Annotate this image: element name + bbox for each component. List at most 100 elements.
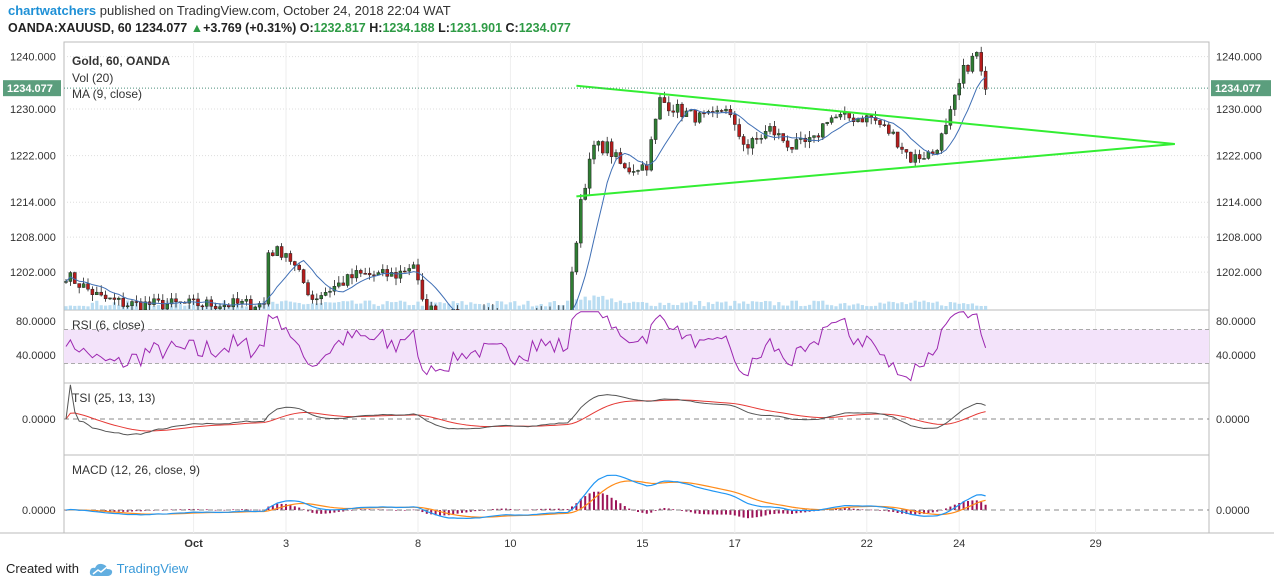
author-link[interactable]: chartwatchers [8, 3, 97, 18]
candle-body [540, 313, 543, 320]
candle-body [618, 152, 623, 164]
volume-bar [715, 301, 719, 310]
volume-bar [869, 306, 873, 310]
candle-body [367, 273, 372, 276]
volume-bar [297, 302, 301, 310]
candle-body [667, 102, 671, 112]
macd-histogram-bar [439, 510, 441, 516]
volume-bar [882, 303, 886, 310]
volume-bar [786, 305, 790, 310]
macd-histogram-bar [179, 509, 182, 511]
macd-histogram-bar [205, 509, 208, 511]
candle-body [398, 270, 403, 279]
candle-body [275, 246, 279, 256]
macd-histogram-bar [131, 510, 133, 512]
macd-histogram-bar [786, 510, 789, 514]
macd-histogram-bar [223, 509, 226, 511]
volume-bar [610, 298, 614, 310]
candle-body [425, 299, 429, 310]
candle-body [574, 242, 579, 273]
candle-body [389, 272, 394, 277]
macd-histogram-bar [447, 510, 450, 516]
volume-bar [742, 301, 746, 310]
candle-body [614, 152, 618, 157]
candle-body [640, 164, 645, 171]
macd-histogram-bar [927, 510, 930, 513]
tradingview-brand[interactable]: TradingView [116, 561, 189, 576]
macd-histogram-bar [769, 510, 771, 515]
volume-bar [394, 301, 398, 310]
volume-bar [183, 305, 187, 310]
volume-bar [667, 302, 671, 310]
volume-bar [504, 304, 508, 310]
macd-histogram-bar [403, 510, 406, 511]
volume-bar [447, 303, 451, 310]
candle-body [970, 55, 975, 72]
candle-body [544, 313, 547, 316]
volume-bar [913, 300, 917, 310]
volume-bar [530, 306, 534, 310]
candle-body [623, 163, 627, 169]
candle-body [645, 164, 649, 171]
volume-bar [654, 306, 658, 310]
candle-body [478, 315, 481, 321]
volume-bar [284, 300, 288, 310]
candle-body [518, 319, 521, 322]
chart-area[interactable]: 1240.000 1240.000 1230.000 1230.000 1222.000… [0, 38, 1274, 559]
rsi-title: RSI (6, close) [72, 318, 145, 332]
volume-bar [517, 305, 521, 310]
macd-histogram-bar [777, 510, 780, 514]
volume-bar [830, 305, 834, 310]
macd-histogram-bar [839, 507, 842, 511]
volume-bar [192, 302, 196, 310]
rsi-line [65, 311, 987, 382]
volume-bar [768, 301, 772, 310]
volume-bar [73, 305, 77, 310]
candle-body [394, 272, 398, 279]
volume-bar [592, 295, 596, 310]
candle-body [271, 252, 275, 256]
volume-bar [280, 301, 284, 310]
macd-histogram-bar [483, 510, 485, 511]
candle-body [715, 110, 719, 113]
volume-bar [368, 300, 372, 310]
candle-body [917, 154, 922, 160]
candle-body [587, 158, 592, 189]
volume-bar [900, 302, 904, 310]
candle-body [447, 320, 450, 321]
candle-body [169, 298, 174, 305]
candle-body [284, 253, 288, 258]
macd-histogram-bar [659, 508, 661, 511]
volume-bar [117, 304, 121, 310]
candle-body [187, 298, 191, 304]
macd-histogram-bar [307, 510, 309, 512]
volume-bar [508, 302, 512, 310]
macd-histogram-bar [689, 510, 692, 513]
volume-bar [548, 302, 552, 310]
macd-histogram-bar [232, 509, 235, 511]
volume-bar [522, 304, 526, 310]
volume-bar [728, 305, 732, 310]
volume-bar [112, 302, 116, 310]
volume-bar [852, 304, 856, 310]
volume-bar [874, 305, 878, 310]
price-tick-label-left: 1208.000 [10, 232, 56, 244]
macd-histogram-bar [791, 510, 793, 514]
candle-body [363, 273, 367, 275]
volume-bar [856, 303, 860, 310]
volume-bar [891, 302, 895, 310]
candle-body [535, 314, 538, 319]
volume-bar [442, 303, 446, 310]
macd-histogram-bar [214, 509, 217, 511]
volume-bar [328, 302, 332, 310]
candle-body [310, 294, 315, 300]
candle-body [496, 311, 499, 312]
volume-bar [526, 300, 530, 310]
volume-bar [680, 302, 684, 310]
macd-histogram-bar [623, 506, 626, 511]
macd-histogram-bar [672, 509, 675, 511]
volume-bar [720, 302, 724, 310]
macd-histogram-bar [421, 510, 424, 513]
volume-bar [790, 300, 794, 310]
change-value: +3.769 (+0.31%) [203, 21, 297, 35]
